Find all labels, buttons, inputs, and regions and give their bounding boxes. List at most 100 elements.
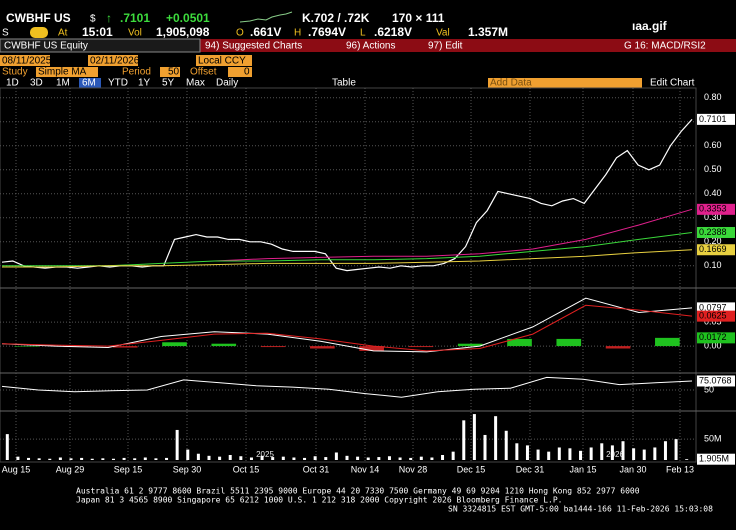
range-buttons: 1D 3D 1M 6M YTD 1Y 5Y Max [6, 78, 205, 89]
range-button[interactable]: 1M [56, 78, 70, 89]
s-mark: S [2, 28, 9, 39]
volume-bar [579, 450, 583, 460]
range-button[interactable]: 1Y [138, 78, 151, 89]
histogram-bar [655, 337, 680, 347]
y-tick-label: 0.80 [704, 92, 722, 102]
period[interactable]: 50 [168, 67, 180, 78]
table[interactable]: Table [332, 78, 356, 89]
study[interactable]: Simple MA [38, 67, 87, 78]
volume-bar [568, 448, 572, 460]
add-data-box[interactable] [488, 78, 642, 88]
range-button[interactable]: 3D [30, 78, 43, 89]
open: .661V [250, 25, 281, 39]
offset[interactable]: 0 [244, 67, 250, 78]
value-box [697, 310, 735, 322]
value-label: 0.3353 [699, 204, 727, 214]
volume-bar [377, 457, 381, 460]
edit-chart[interactable]: Edit Chart [650, 78, 695, 89]
edit[interactable]: 97) Edit [428, 41, 463, 52]
histogram-bar [457, 343, 483, 347]
value-box [697, 226, 735, 238]
y-tick-label: 0.60 [704, 140, 722, 150]
end-date-box[interactable] [88, 55, 138, 66]
x-tick-label: Nov 14 [351, 464, 380, 474]
volume-bar [313, 456, 317, 460]
range-button[interactable]: YTD [108, 78, 128, 89]
currency-box[interactable] [196, 55, 252, 66]
volume-bar [663, 441, 667, 460]
value-box [697, 375, 735, 387]
value-box [697, 244, 735, 256]
value-box [697, 113, 735, 125]
range-button[interactable]: 6M [82, 78, 96, 89]
volume-bar [228, 454, 232, 460]
sparkline [239, 11, 293, 23]
year-label: 2025 [256, 450, 274, 459]
volume-bar [37, 458, 41, 460]
histogram-bar [211, 343, 237, 347]
histogram-bar [162, 342, 187, 347]
actions[interactable]: 96) Actions [346, 41, 395, 52]
currency-select[interactable]: Local CCY [198, 56, 246, 67]
series-line [1, 297, 693, 353]
histogram-bar [310, 346, 335, 349]
volume-bar [494, 416, 498, 460]
volume-bar [621, 441, 625, 460]
volume-bar [48, 458, 52, 460]
offset-box[interactable] [228, 67, 252, 77]
volume-bar [239, 456, 243, 460]
start-date-box[interactable] [0, 55, 50, 66]
series-line [214, 208, 693, 262]
last-price: .7101 [120, 11, 150, 25]
volume-bar [27, 457, 31, 460]
start-date[interactable]: 08/11/2025 [2, 56, 52, 67]
y-tick-label: 0.30 [704, 212, 722, 222]
value-label: 75.0768 [699, 375, 732, 385]
val: 1.357M [468, 25, 508, 39]
value-box [697, 453, 735, 465]
period-box[interactable] [160, 67, 180, 77]
volume-bar [600, 443, 604, 460]
size: 170 × 111 [392, 11, 445, 25]
template[interactable]: G 16: MACD/RSI2 [624, 41, 706, 52]
add-data[interactable]: Add Data [490, 78, 532, 89]
low-label: L [360, 28, 366, 39]
range-button[interactable]: 1D [6, 78, 19, 89]
security[interactable]: CWBHF US Equity [4, 41, 88, 52]
volume-bar [16, 456, 20, 460]
volume-bar [249, 457, 253, 460]
value-label: 0.1669 [699, 244, 727, 254]
security-box[interactable] [0, 38, 201, 53]
volume-bar [610, 445, 614, 460]
y-tick-label: 0.20 [704, 236, 722, 246]
volume-bar [536, 449, 540, 460]
volume-bar [271, 457, 275, 460]
suggested-charts[interactable]: 94) Suggested Charts [205, 41, 302, 52]
x-tick-label: Oct 31 [303, 464, 330, 474]
volume-bar [90, 458, 94, 460]
series-line [1, 304, 693, 352]
volume-bar [547, 451, 551, 460]
change: +0.0501 [166, 11, 210, 25]
end-date[interactable]: 02/11/2026 [90, 56, 140, 67]
volume-bar [58, 457, 62, 460]
plots: Aug 15 Aug 29 Sep 15 Sep 30 Oct 15 Oct 31 Nov … [0, 88, 736, 474]
range-button[interactable]: Max [186, 78, 205, 89]
volume-bar [419, 456, 423, 460]
frequency[interactable]: Daily [216, 78, 238, 89]
range-button[interactable]: 5Y [162, 78, 175, 89]
series-line [1, 376, 693, 398]
logo: ıaa.gif [632, 19, 668, 33]
volume-bar [5, 434, 9, 460]
footer-line: Australia 61 2 9777 8600 Brazil 5511 239… [76, 487, 640, 496]
value-box [697, 302, 735, 314]
histogram-bar [556, 338, 582, 347]
volume-bar [292, 457, 296, 460]
y-tick-label: 0.50 [704, 164, 722, 174]
volume-bar [111, 458, 115, 460]
study-box[interactable] [36, 67, 98, 77]
volume-bar [366, 457, 370, 460]
volume-bar [356, 456, 360, 460]
volume-bar [122, 457, 126, 460]
